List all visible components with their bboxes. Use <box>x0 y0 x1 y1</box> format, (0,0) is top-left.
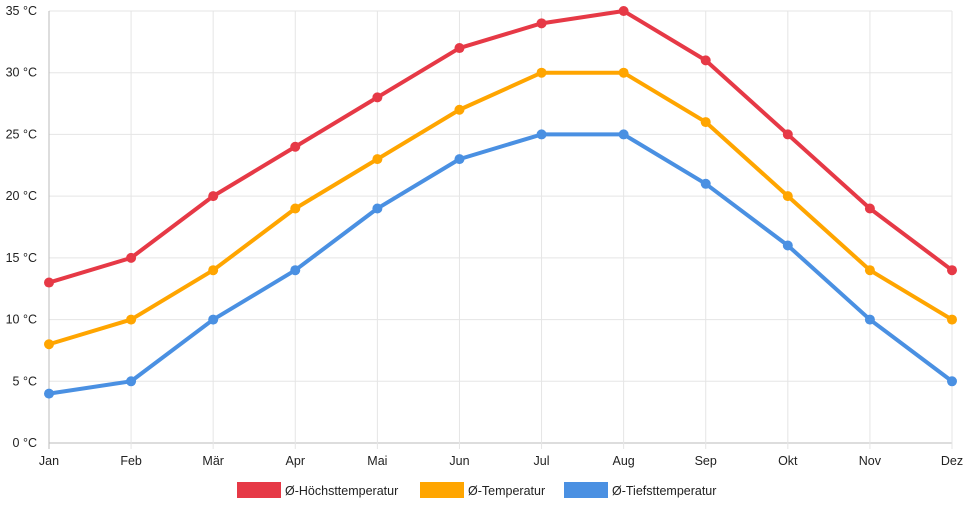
data-point <box>372 154 383 165</box>
legend-label: Ø-Temperatur <box>468 484 545 498</box>
y-tick-label: 35 °C <box>6 4 37 18</box>
data-point <box>700 55 711 66</box>
data-point <box>618 6 629 16</box>
x-tick-label: Okt <box>778 454 798 468</box>
data-point <box>126 314 137 325</box>
data-point <box>372 203 383 214</box>
x-tick-label: Jun <box>449 454 469 468</box>
series-2 <box>44 129 957 399</box>
data-point <box>454 104 465 115</box>
x-tick-label: Jan <box>39 454 59 468</box>
data-point <box>782 129 793 140</box>
legend-item[interactable]: Ø-Höchsttemperatur <box>237 482 398 498</box>
data-point <box>700 178 711 189</box>
series-line <box>48 9 954 285</box>
y-tick-label: 20 °C <box>6 189 37 203</box>
data-point <box>864 265 875 276</box>
data-point <box>126 376 137 387</box>
legend-label: Ø-Höchsttemperatur <box>285 484 398 498</box>
data-point <box>947 265 957 276</box>
series-0 <box>44 6 957 288</box>
data-point <box>536 67 547 78</box>
x-tick-label: Jul <box>534 454 550 468</box>
data-point <box>782 240 793 251</box>
data-point <box>864 314 875 325</box>
data-point <box>126 252 137 263</box>
y-tick-label: 25 °C <box>6 127 37 141</box>
series-1 <box>44 67 957 350</box>
x-tick-label: Dez <box>941 454 963 468</box>
x-tick-label: Aug <box>613 454 635 468</box>
data-point <box>536 129 547 140</box>
data-point <box>44 339 54 350</box>
data-point <box>208 191 219 202</box>
legend-swatch <box>564 482 608 498</box>
x-tick-label: Apr <box>286 454 305 468</box>
x-tick-label: Mär <box>202 454 224 468</box>
data-point <box>618 67 629 78</box>
legend-swatch <box>237 482 281 498</box>
x-tick-label: Mai <box>367 454 387 468</box>
data-point <box>947 376 957 387</box>
data-point <box>44 277 54 288</box>
data-point <box>782 191 793 202</box>
y-tick-label: 30 °C <box>6 66 37 80</box>
data-point <box>290 265 301 276</box>
y-tick-label: 0 °C <box>13 436 37 450</box>
data-point <box>700 117 711 128</box>
data-point <box>618 129 629 140</box>
data-point <box>290 203 301 214</box>
x-tick-label: Sep <box>695 454 717 468</box>
legend-label: Ø-Tiefsttemperatur <box>612 484 716 498</box>
data-point <box>290 141 301 152</box>
legend-swatch <box>420 482 464 498</box>
y-tick-label: 15 °C <box>6 251 37 265</box>
data-point <box>208 314 219 325</box>
x-tick-label: Nov <box>859 454 882 468</box>
data-point <box>208 265 219 276</box>
data-point <box>454 43 465 54</box>
data-point <box>536 18 547 29</box>
legend-item[interactable]: Ø-Temperatur <box>420 482 545 498</box>
data-point <box>44 388 54 399</box>
data-point <box>372 92 383 103</box>
x-tick-label: Feb <box>120 454 142 468</box>
data-point <box>864 203 875 214</box>
series-line <box>48 132 954 396</box>
series-line <box>48 70 954 347</box>
legend-item[interactable]: Ø-Tiefsttemperatur <box>564 482 716 498</box>
data-point <box>454 154 465 165</box>
data-point <box>947 314 957 325</box>
y-tick-label: 5 °C <box>13 374 37 388</box>
y-tick-label: 10 °C <box>6 313 37 327</box>
